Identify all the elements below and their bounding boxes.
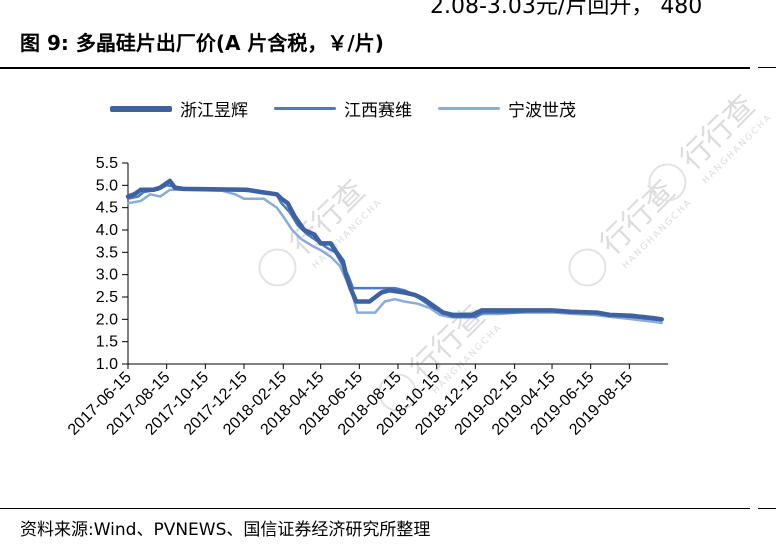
y-tick-label: 4.5 (96, 200, 118, 217)
watermark-logo-icon (648, 163, 687, 202)
legend-label-series-1: 浙江昱辉 (180, 101, 248, 121)
title-rule (0, 67, 750, 69)
legend-item-series-3: 宁波世茂 (438, 96, 576, 121)
legend-label-series-3: 宁波世茂 (508, 101, 576, 121)
y-tick-label: 4.0 (96, 222, 118, 239)
y-tick-label: 3.5 (96, 244, 118, 261)
y-tick-label: 1.0 (96, 356, 118, 373)
watermark-logo-icon (258, 248, 297, 287)
series-lines (125, 178, 664, 325)
legend-swatch-series-3 (438, 107, 500, 110)
y-tick-label: 5.5 (96, 155, 118, 172)
y-tick-label: 1.5 (96, 334, 118, 351)
footer-right-rule (758, 508, 776, 509)
chart-axes (127, 163, 668, 365)
series-line-3 (126, 188, 663, 325)
legend-item-series-1: 浙江昱辉 (110, 96, 248, 121)
y-axis-ticks: 1.0 1.5 2.0 2.5 3.0 3.5 4.0 4.5 5.0 5.5 (96, 155, 128, 373)
x-axis-ticks: 2017-06-152017-08-152017-10-152017-12-15… (65, 364, 636, 439)
y-tick-label: 5.0 (96, 177, 118, 194)
right-edge-rule (758, 67, 776, 68)
chart-legend: 浙江昱辉 江西赛维 宁波世茂 (110, 96, 576, 121)
cropped-heading-text: 2.08-3.03元/片回升， 480 (430, 0, 703, 19)
y-tick-label: 2.0 (96, 311, 118, 328)
footer-rule (0, 508, 750, 509)
series-line-1 (125, 178, 664, 322)
legend-item-series-2: 江西赛维 (274, 96, 412, 121)
legend-swatch-series-1 (110, 105, 172, 112)
legend-label-series-2: 江西赛维 (344, 101, 412, 121)
chart-title: 图 9: 多晶硅片出厂价(A 片含税，￥/片) (20, 31, 384, 55)
watermark-logo-icon (568, 248, 607, 287)
watermark-logo-icon (378, 373, 417, 412)
source-note: 资料来源:Wind、PVNEWS、国信证券经济研究所整理 (20, 520, 431, 540)
legend-swatch-series-2 (274, 107, 336, 110)
y-tick-label: 2.5 (96, 289, 118, 306)
y-tick-label: 3.0 (96, 267, 118, 284)
